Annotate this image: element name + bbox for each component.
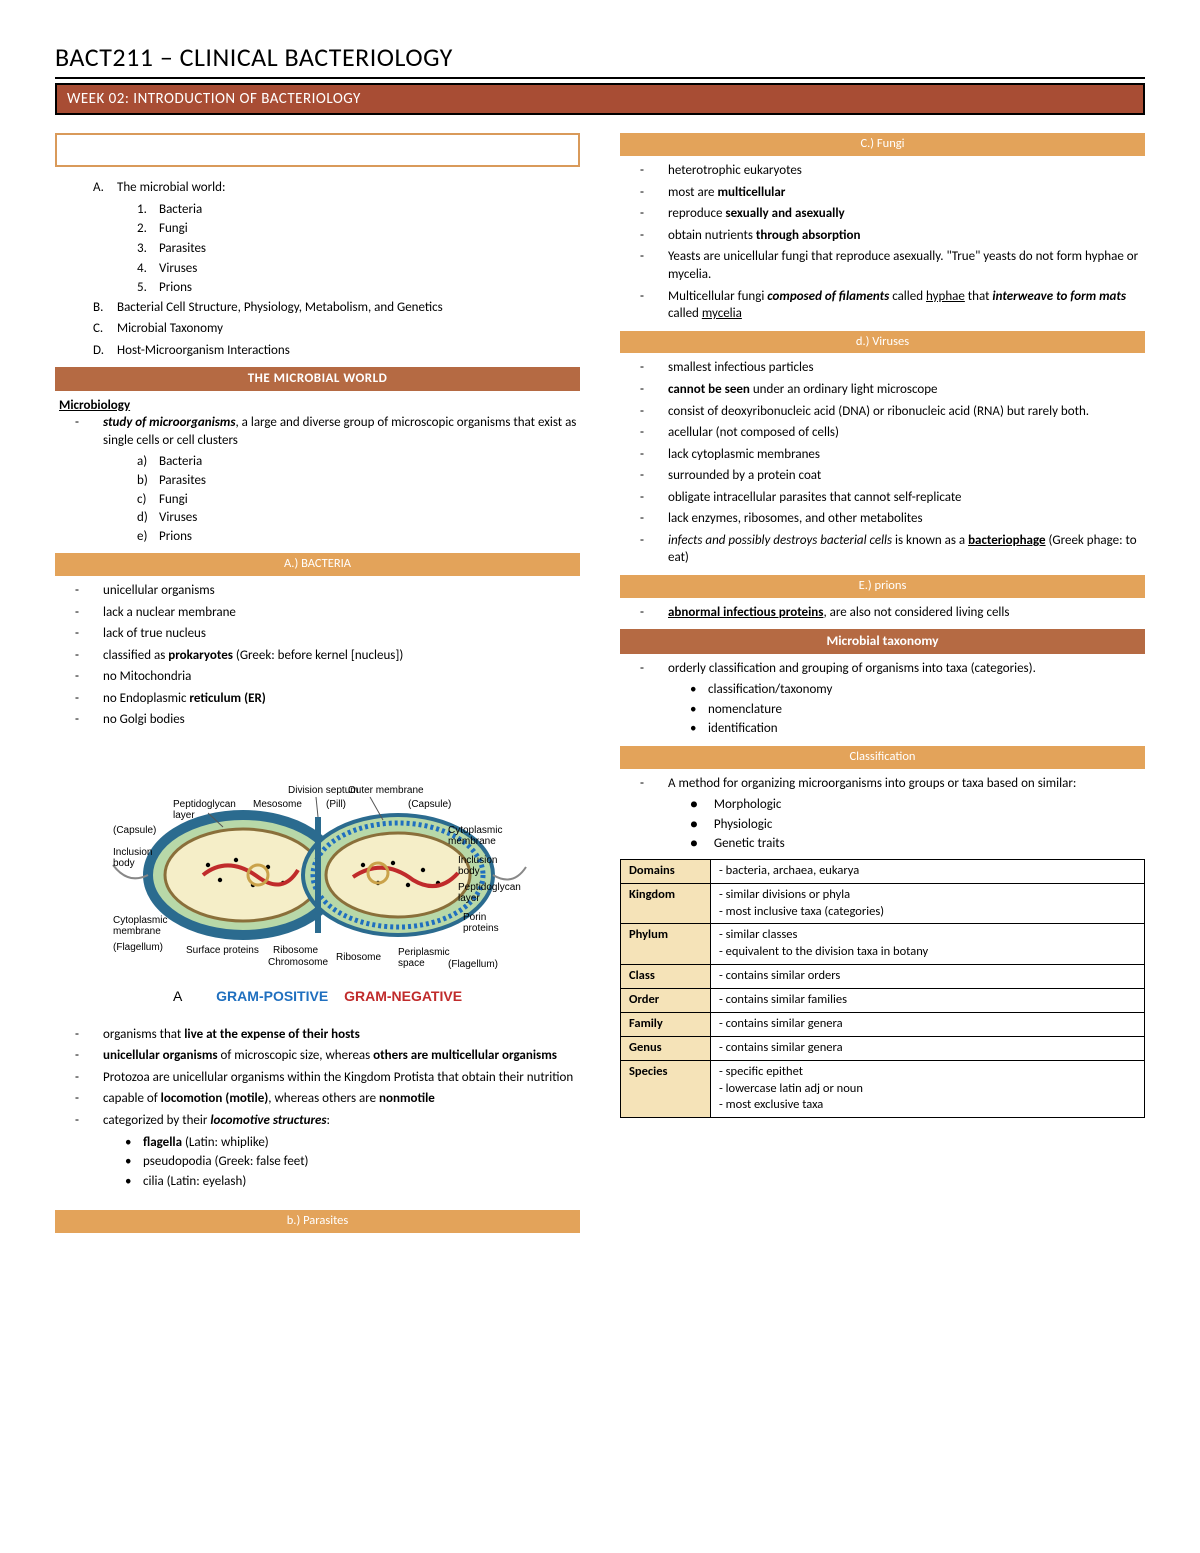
page-title: BACT211 – CLINICAL BACTERIOLOGY [55, 40, 1145, 79]
bacteria-list: -unicellular organisms -lack a nuclear m… [75, 582, 580, 729]
svg-text:body: body [458, 866, 480, 877]
microbiology-def: - study of microorganisms, a large and d… [75, 414, 580, 449]
classification-def: -A method for organizing microorganisms … [640, 775, 1145, 793]
gram-positive-label: GRAM-POSITIVE [216, 988, 328, 1004]
header-bacteria: A.) BACTERIA [55, 553, 580, 576]
gram-negative-label: GRAM-NEGATIVE [344, 988, 462, 1004]
locomotive-list: •flagella (Latin: whiplike) •pseudopodia… [125, 1134, 580, 1191]
svg-text:layer: layer [458, 893, 480, 904]
header-taxonomy: Microbial taxonomy [620, 629, 1145, 653]
svg-text:Ribosome: Ribosome [273, 945, 318, 956]
tax-value: - specific epithet- lowercase latin adj … [711, 1060, 1145, 1118]
svg-text:Peptidoglycan: Peptidoglycan [173, 799, 236, 810]
svg-text:Peptidoglycan: Peptidoglycan [458, 882, 521, 893]
svg-text:(Capsule): (Capsule) [408, 799, 451, 810]
svg-text:(Pill): (Pill) [326, 799, 346, 810]
tax-key: Kingdom [621, 883, 711, 924]
tax-value: - contains similar genera [711, 1036, 1145, 1060]
tax-key: Phylum [621, 924, 711, 965]
header-fungi: C.) Fungi [620, 133, 1145, 156]
header-classification: Classification [620, 746, 1145, 769]
week-banner: WEEK 02: INTRODUCTION OF BACTERIOLOGY [55, 83, 1145, 115]
tax-value: - similar classes- equivalent to the div… [711, 924, 1145, 965]
svg-text:Mesosome: Mesosome [253, 799, 302, 810]
svg-text:Inclusion: Inclusion [458, 855, 497, 866]
header-parasites: b.) Parasites [55, 1210, 580, 1233]
svg-text:Porin: Porin [463, 912, 486, 923]
outline-a: A.The microbial world: [93, 179, 580, 197]
tax-key: Class [621, 965, 711, 989]
taxonomy-def: -orderly classification and grouping of … [640, 660, 1145, 678]
outline-a-list: 1.Bacteria 2.Fungi 3.Parasites 4.Viruses… [137, 201, 580, 297]
outline-c: C.Microbial Taxonomy [93, 320, 580, 338]
tax-key: Genus [621, 1036, 711, 1060]
svg-text:(Flagellum): (Flagellum) [448, 959, 498, 970]
svg-text:proteins: proteins [463, 923, 499, 934]
header-microbial-world: THE MICROBIAL WORLD [55, 367, 580, 391]
bacteria-diagram: Division septum Outer membrane (Pill) (C… [55, 745, 580, 1006]
svg-text:membrane: membrane [113, 926, 161, 937]
fungi-list: -heterotrophic eukaryotes -most are mult… [640, 162, 1145, 322]
left-column: A.The microbial world: 1.Bacteria 2.Fung… [55, 133, 580, 1239]
tax-key: Species [621, 1060, 711, 1118]
tax-value: - contains similar orders [711, 965, 1145, 989]
tax-value: - contains similar genera [711, 1012, 1145, 1036]
svg-text:Cytoplasmic: Cytoplasmic [113, 915, 167, 926]
svg-text:Periplasmic: Periplasmic [398, 947, 450, 958]
tax-value: - similar divisions or phyla- most inclu… [711, 883, 1145, 924]
svg-text:Outer membrane: Outer membrane [348, 785, 424, 796]
svg-text:Surface proteins: Surface proteins [186, 945, 259, 956]
svg-text:layer: layer [173, 810, 195, 821]
classification-sub: ● Morphologic ● Physiologic ● Genetic tr… [690, 796, 1145, 853]
tax-key: Order [621, 989, 711, 1013]
tax-key: Domains [621, 859, 711, 883]
microbiology-head: Microbiology [59, 397, 580, 415]
svg-text:space: space [398, 958, 425, 969]
parasites-list: -organisms that live at the expense of t… [75, 1026, 580, 1130]
svg-text:Chromosome: Chromosome [268, 957, 328, 968]
header-prions: E.) prions [620, 575, 1145, 598]
tax-value: - bacteria, archaea, eukarya [711, 859, 1145, 883]
svg-text:Inclusion: Inclusion [113, 847, 152, 858]
header-viruses: d.) Viruses [620, 331, 1145, 354]
diagram-letter-a: A [173, 988, 182, 1004]
tax-key: Family [621, 1012, 711, 1036]
svg-text:body: body [113, 858, 135, 869]
two-column-layout: A.The microbial world: 1.Bacteria 2.Fung… [55, 133, 1145, 1239]
svg-text:Ribosome: Ribosome [336, 952, 381, 963]
outline-b: B.Bacterial Cell Structure, Physiology, … [93, 299, 580, 317]
virus-list: -smallest infectious particles -cannot b… [640, 359, 1145, 566]
empty-outline-box [55, 133, 580, 167]
svg-text:Cytoplasmic: Cytoplasmic [448, 825, 502, 836]
outline-d: D.Host-Microorganism Interactions [93, 342, 580, 360]
svg-text:(Capsule): (Capsule) [113, 825, 156, 836]
tax-value: - contains similar families [711, 989, 1145, 1013]
svg-text:membrane: membrane [448, 836, 496, 847]
svg-text:(Flagellum): (Flagellum) [113, 942, 163, 953]
microbial-list: a)Bacteria b)Parasites c)Fungi d)Viruses… [137, 453, 580, 545]
prions-list: -abnormal infectious proteins, are also … [640, 604, 1145, 622]
right-column: C.) Fungi -heterotrophic eukaryotes -mos… [620, 133, 1145, 1239]
taxonomy-sub: •classification/taxonomy •nomenclature •… [690, 681, 1145, 738]
taxonomy-table: Domains- bacteria, archaea, eukaryaKingd… [620, 859, 1145, 1119]
